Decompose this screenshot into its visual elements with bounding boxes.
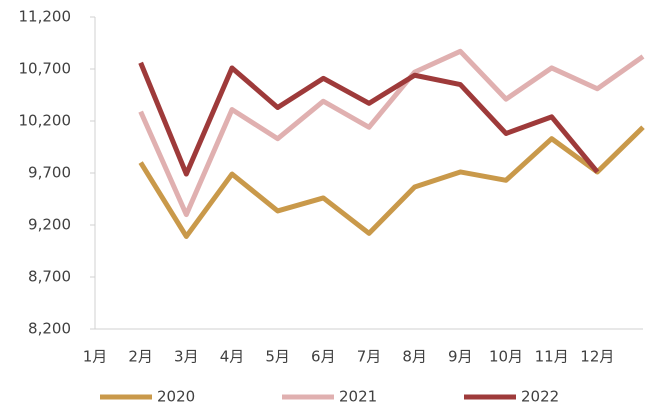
x-tick-label: 1月 [83,348,108,366]
y-tick-label: 9,200 [28,216,71,234]
x-tick-label: 3月 [174,348,199,366]
x-tick-label: 9月 [448,348,473,366]
x-tick-label: 4月 [220,348,245,366]
line-series [138,48,645,218]
x-tick-label: 2月 [128,348,153,366]
y-tick-label: 8,700 [28,268,71,286]
x-tick-label: 6月 [311,348,336,366]
y-tick-label: 10,700 [19,60,72,78]
x-tick-label: 5月 [265,348,290,366]
x-tick-label: 8月 [402,348,427,366]
y-tick-label: 8,200 [28,320,71,338]
x-tick-label: 11月 [535,348,569,366]
legend-label: 2022 [521,388,559,406]
legend-label: 2020 [157,388,195,406]
y-tick-label: 11,200 [19,8,72,26]
y-tick-label: 9,700 [28,164,71,182]
x-tick-label: 7月 [357,348,382,366]
x-tick-label: 10月 [489,348,523,366]
y-tick-label: 10,200 [19,112,72,130]
x-tick-label: 12月 [580,348,614,366]
line-series [138,61,600,177]
line-series [138,125,645,239]
legend-label: 2021 [339,388,377,406]
